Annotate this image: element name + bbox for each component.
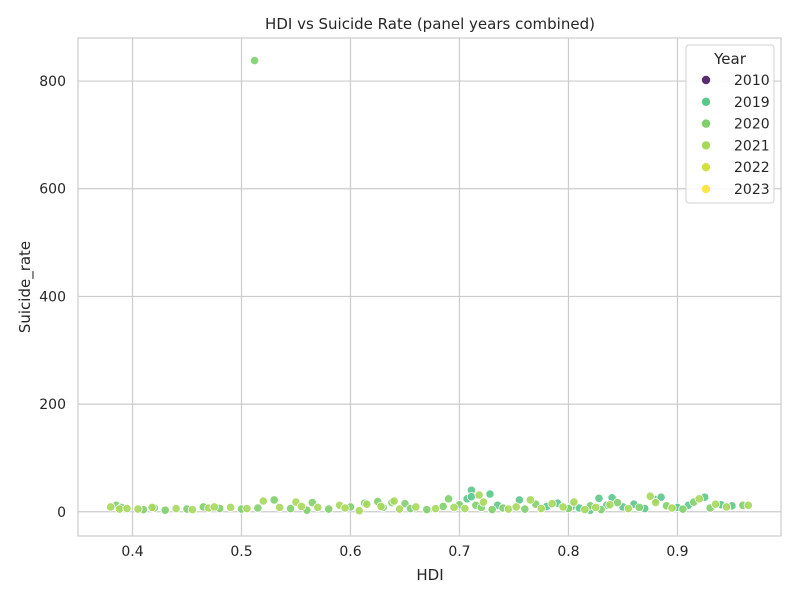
data-point-2020	[324, 504, 334, 514]
data-point-2021	[376, 501, 386, 511]
legend-label-2022: 2022	[734, 160, 770, 176]
data-point-2020	[285, 503, 296, 514]
data-point-2021	[743, 500, 753, 510]
data-point-2021	[430, 503, 441, 514]
data-point-2021	[580, 505, 590, 515]
legend-label-2021: 2021	[734, 138, 770, 154]
data-point-2020	[487, 505, 497, 515]
legend-label-2023: 2023	[734, 182, 770, 198]
data-point-2021	[354, 506, 364, 516]
legend: Year 2010 2019 2020 2021 2022 2023	[685, 44, 775, 204]
data-point-2019	[656, 492, 666, 502]
data-point-2021	[449, 502, 459, 513]
legend-label-2020: 2020	[734, 117, 770, 133]
legend-label-2010: 2010	[734, 73, 770, 89]
data-point-2021	[536, 503, 546, 514]
data-point-2021	[511, 502, 521, 512]
data-point-2021	[478, 497, 489, 507]
legend-box	[685, 44, 775, 204]
data-point-2021	[569, 497, 579, 507]
data-point-2019	[594, 493, 604, 503]
x-tick-label: 0.5	[230, 544, 252, 560]
data-point-2021	[411, 502, 421, 512]
data-point-2021	[645, 491, 655, 501]
data-point-2021	[591, 502, 601, 513]
data-point-2019	[466, 492, 477, 502]
grid-lines	[78, 38, 781, 536]
data-point-2021	[171, 503, 181, 514]
data-point-2021	[275, 502, 285, 513]
legend-marker-2010	[701, 75, 711, 85]
data-point-2020	[443, 494, 454, 504]
data-point-2021	[460, 503, 470, 514]
data-point-2021	[394, 504, 405, 514]
data-point-2020	[438, 501, 448, 511]
data-point-2021	[147, 502, 157, 513]
x-axis-label: HDI	[416, 566, 443, 584]
data-point-2021	[711, 499, 721, 509]
y-axis-label: Suicide_rate	[16, 241, 35, 333]
data-point-2021	[106, 502, 116, 512]
data-point-2020	[520, 504, 530, 514]
data-point-2021	[605, 500, 615, 510]
data-point-2021	[721, 502, 732, 512]
data-point-2021	[187, 505, 198, 515]
data-point-2021	[474, 490, 484, 500]
data-point-2021	[296, 501, 307, 511]
data-point-2020	[253, 503, 263, 513]
data-point-2021	[503, 504, 514, 514]
y-tick-label: 800	[39, 74, 66, 90]
data-point-2021	[651, 498, 661, 508]
legend-marker-2021	[701, 141, 711, 150]
data-point-2021	[558, 502, 568, 512]
data-point-2021	[242, 503, 252, 514]
y-tick-labels: 0 200 400 600 800	[39, 74, 66, 521]
data-point-2020	[160, 505, 170, 515]
legend-title: Year	[713, 50, 747, 68]
data-points	[106, 56, 753, 516]
data-point-2021	[114, 504, 125, 514]
legend-marker-2022	[701, 163, 711, 172]
x-tick-label: 0.8	[557, 544, 579, 560]
legend-marker-2020	[701, 119, 711, 128]
data-point-2020	[249, 56, 260, 66]
data-point-2021	[623, 503, 634, 514]
legend-marker-2023	[701, 184, 711, 194]
data-point-2020	[678, 504, 688, 514]
y-tick-label: 600	[39, 182, 66, 198]
data-point-2020	[422, 505, 432, 515]
data-point-2021	[313, 502, 323, 513]
data-point-2021	[525, 495, 535, 505]
x-tick-label: 0.7	[448, 544, 470, 560]
data-point-2021	[133, 504, 143, 514]
data-point-2019	[485, 489, 495, 499]
data-point-2021	[547, 499, 557, 509]
legend-marker-2019	[701, 97, 711, 107]
data-point-2020	[634, 502, 644, 513]
data-point-2021	[122, 503, 132, 514]
data-point-2021	[694, 494, 704, 504]
legend-label-2019: 2019	[734, 95, 770, 111]
legend-items: 2010 2019 2020 2021 2022 2023	[701, 73, 770, 198]
data-point-2020	[269, 495, 279, 505]
data-point-2021	[362, 499, 372, 509]
data-point-2021	[389, 496, 399, 506]
y-tick-label: 0	[57, 505, 66, 521]
plot-frame	[77, 37, 782, 537]
data-point-2021	[225, 502, 236, 513]
data-point-2021	[209, 502, 219, 512]
chart-title: HDI vs Suicide Rate (panel years combine…	[265, 15, 595, 33]
y-tick-label: 400	[39, 289, 66, 305]
x-tick-labels: 0.4 0.5 0.6 0.7 0.8 0.9	[121, 544, 688, 560]
data-point-2021	[340, 503, 350, 513]
x-tick-label: 0.6	[339, 544, 361, 560]
data-point-2021	[667, 503, 677, 513]
data-point-2020	[612, 498, 623, 508]
x-tick-label: 0.4	[121, 544, 143, 560]
data-point-2021	[258, 496, 268, 506]
x-tick-label: 0.9	[666, 544, 688, 560]
y-tick-label: 200	[39, 397, 66, 413]
